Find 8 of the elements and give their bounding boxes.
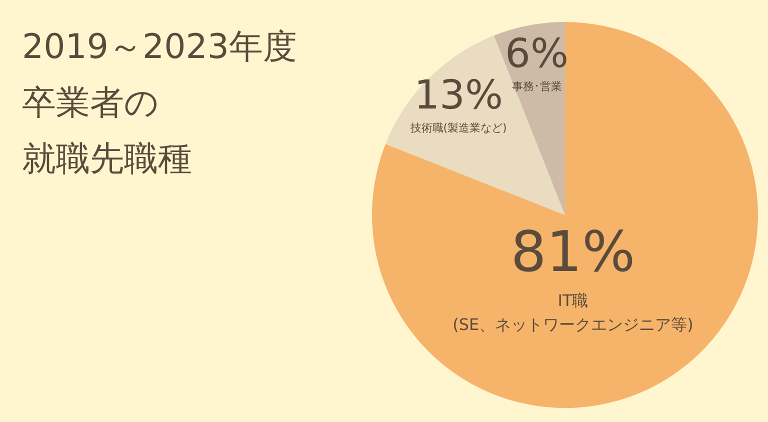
slice-label: 事務･営業	[512, 80, 562, 94]
pie-slice	[386, 36, 565, 215]
text: 2019～2023年度卒業者の就職先職種	[22, 27, 298, 179]
slice-label: IT職 (SE、ネットワークエンジニア等)	[452, 290, 694, 334]
slice-label: 技術職(製造業など)	[409, 122, 507, 135]
pie-slice	[372, 22, 758, 408]
data-label: 13%	[414, 72, 504, 119]
data-label: 81%	[510, 220, 636, 285]
